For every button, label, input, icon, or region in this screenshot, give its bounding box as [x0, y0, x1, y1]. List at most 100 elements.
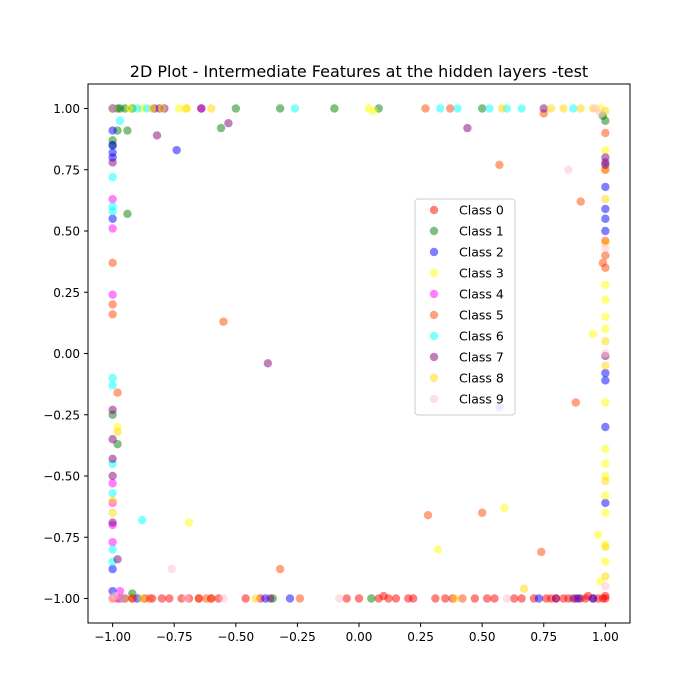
data-point-class-3	[601, 508, 610, 517]
data-point-class-9	[335, 594, 344, 603]
legend-label: Class 6	[459, 329, 504, 344]
data-point-class-8	[601, 361, 610, 370]
data-point-class-8	[559, 104, 568, 113]
data-point-class-2	[588, 594, 598, 603]
data-point-class-2	[172, 145, 181, 155]
data-point-class-7	[463, 123, 472, 133]
data-point-class-7	[569, 594, 578, 603]
data-point-class-3	[601, 444, 610, 454]
y-tick-label: 0.75	[53, 163, 80, 177]
data-point-class-8	[576, 104, 585, 113]
legend-marker	[429, 247, 439, 257]
data-point-class-4	[108, 537, 117, 547]
data-point-class-8	[157, 104, 167, 113]
data-point-class-8	[206, 104, 216, 113]
data-point-class-6	[453, 104, 462, 113]
x-tick-label: 0.25	[407, 630, 434, 644]
data-point-class-0	[409, 594, 418, 603]
data-point-class-1	[477, 104, 487, 113]
legend-marker	[429, 310, 439, 320]
data-point-class-2	[601, 214, 610, 223]
data-point-class-3	[601, 398, 610, 407]
legend-marker	[429, 289, 439, 299]
plot-area	[88, 84, 630, 623]
legend-label: Class 2	[459, 245, 504, 260]
data-point-class-7	[263, 359, 273, 368]
legend-marker	[429, 331, 439, 341]
data-point-class-1	[330, 104, 339, 113]
data-point-class-6	[108, 545, 117, 554]
data-point-class-5	[601, 128, 610, 138]
data-point-class-9	[110, 591, 120, 601]
data-point-class-9	[502, 594, 512, 603]
data-point-class-8	[147, 104, 157, 113]
data-point-class-0	[157, 594, 167, 603]
data-point-class-3	[593, 530, 603, 539]
data-point-class-6	[569, 104, 578, 113]
data-point-class-1	[275, 104, 285, 113]
x-tick-label: −0.75	[156, 630, 193, 644]
data-point-class-8	[601, 194, 610, 204]
data-point-class-5	[108, 310, 117, 319]
data-point-class-8	[108, 496, 117, 505]
data-point-class-8	[108, 508, 117, 517]
data-point-class-5	[458, 594, 467, 603]
data-point-class-6	[108, 381, 117, 390]
legend: Class 0 Class 1 Class 2 Class 3 Class 4 Class…	[414, 198, 516, 416]
y-axis: −1.00 −0.75 −0.50 −0.25 0.00 0.25 0.50 0.75 1.00	[43, 102, 88, 606]
data-point-class-7	[108, 471, 117, 481]
data-point-class-2	[601, 204, 610, 214]
data-points	[108, 104, 610, 603]
data-point-class-0	[241, 594, 250, 603]
data-point-class-2	[601, 422, 610, 432]
data-point-class-9	[219, 594, 228, 603]
y-tick-label: 0.50	[53, 225, 80, 239]
data-point-class-0	[601, 591, 610, 601]
data-point-class-3	[125, 104, 135, 113]
legend-marker	[429, 352, 439, 362]
data-point-class-9	[601, 582, 610, 591]
data-point-class-3	[500, 503, 509, 513]
data-point-class-8	[113, 427, 122, 437]
data-point-class-8	[251, 594, 260, 603]
y-tick-label: −1.00	[43, 592, 80, 606]
data-point-class-2	[534, 594, 544, 603]
data-point-class-0	[342, 594, 351, 603]
data-point-class-3	[601, 324, 610, 334]
data-point-class-9	[596, 109, 605, 118]
data-point-class-5	[108, 258, 117, 268]
data-point-class-7	[551, 594, 561, 603]
data-point-class-6	[517, 104, 526, 113]
data-point-class-6	[108, 488, 117, 498]
x-tick-label: 0.50	[469, 630, 496, 644]
data-point-class-0	[490, 594, 499, 603]
legend-marker	[429, 226, 439, 236]
data-point-class-5	[537, 547, 546, 557]
data-point-class-0	[384, 594, 393, 603]
data-point-class-7	[601, 158, 610, 167]
data-point-class-5	[421, 104, 430, 113]
data-point-class-8	[601, 476, 610, 486]
legend-label: Class 1	[459, 224, 504, 239]
data-point-class-9	[167, 564, 176, 574]
data-point-class-9	[108, 104, 117, 113]
data-point-class-4	[108, 479, 117, 488]
data-point-class-6	[108, 373, 117, 383]
data-point-class-7	[108, 435, 117, 444]
data-point-class-5	[275, 564, 285, 574]
data-point-class-4	[108, 224, 117, 233]
data-point-class-2	[108, 126, 117, 135]
data-point-class-7	[197, 104, 206, 113]
data-point-class-7	[108, 518, 117, 527]
data-point-class-5	[445, 104, 455, 113]
data-point-class-7	[539, 104, 548, 113]
data-point-class-5	[202, 594, 211, 603]
data-point-class-8	[601, 337, 610, 346]
data-point-class-5	[601, 251, 610, 260]
data-point-class-3	[601, 459, 610, 468]
y-tick-label: 0.25	[53, 286, 80, 300]
data-point-class-5	[194, 594, 204, 603]
data-point-class-5	[571, 398, 580, 407]
data-point-class-3	[601, 295, 610, 304]
